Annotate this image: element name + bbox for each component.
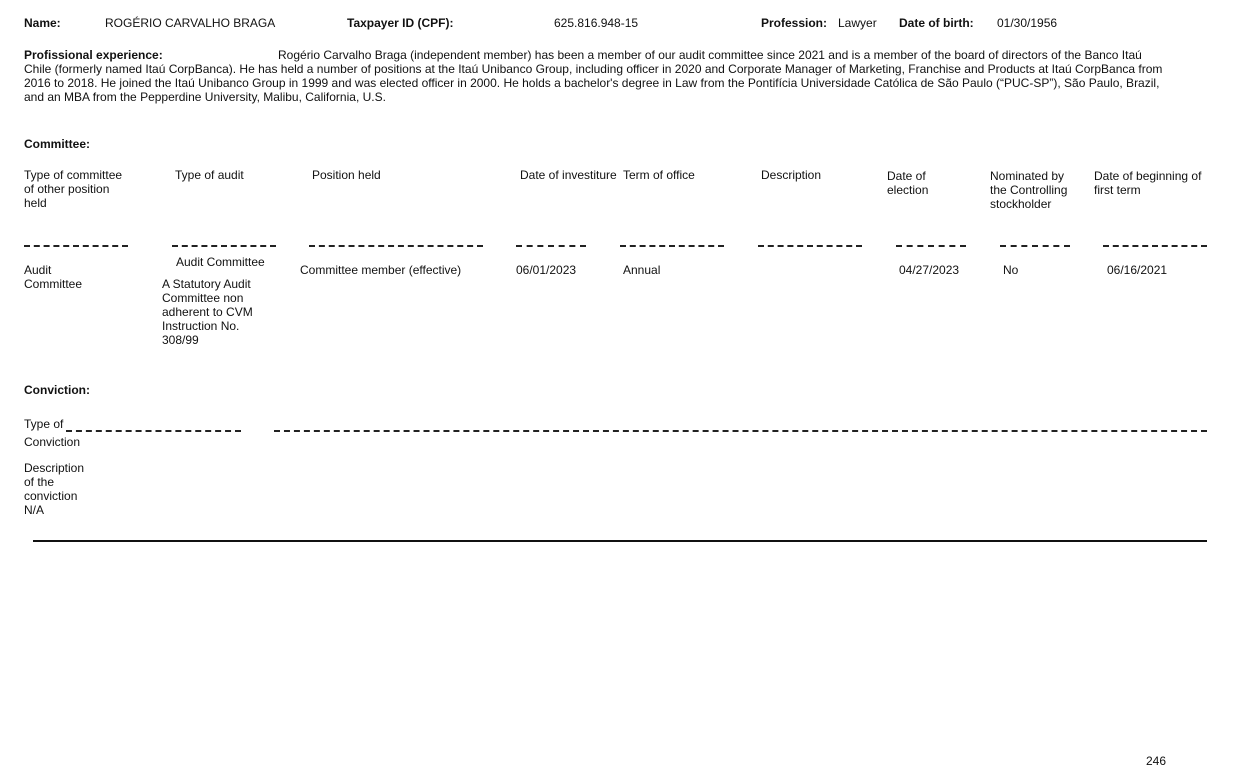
section-divider <box>33 540 1207 542</box>
name-value: ROGÉRIO CARVALHO BRAGA <box>105 16 276 30</box>
col-header-date-of-investiture: Date of investiture <box>520 168 617 182</box>
committee-title: Committee: <box>24 137 91 151</box>
col-header-type-of-committee: Type of committee of other position held <box>24 168 123 210</box>
col-header-nominated-by: Nominated by the Controlling stockholder <box>990 169 1068 211</box>
profession-value: Lawyer <box>838 16 877 30</box>
column-divider <box>896 245 966 247</box>
column-divider <box>1103 245 1207 247</box>
col-header-date-first-term: Date of beginning of first term <box>1094 169 1202 197</box>
cell-date-of-investiture: 06/01/2023 <box>516 263 577 277</box>
col-header-type-of-audit: Type of audit <box>175 168 244 182</box>
column-divider <box>1000 245 1070 247</box>
experience-line: Chile (formerly named Itaú CorpBanca). H… <box>24 62 1163 76</box>
dob-label: Date of birth: <box>899 16 974 30</box>
conviction-description-label: Description of the conviction <box>24 461 85 503</box>
cell-date-first-term: 06/16/2021 <box>1107 263 1168 277</box>
cell-nominated-by: No <box>1003 263 1019 277</box>
column-divider <box>620 245 724 247</box>
col-header-position-held: Position held <box>312 168 381 182</box>
conviction-line <box>274 430 1207 432</box>
name-label: Name: <box>24 16 61 30</box>
cell-term-of-office: Annual <box>623 263 661 277</box>
conviction-description-value: N/A <box>24 503 45 517</box>
experience-line: 2016 to 2018. He joined the Itaú Unibanc… <box>24 76 1160 90</box>
experience-line: Rogério Carvalho Braga (independent memb… <box>278 48 1142 62</box>
experience-line: and an MBA from the Pepperdine Universit… <box>24 90 386 104</box>
profession-label: Profession: <box>761 16 828 30</box>
cell-position-held: Committee member (effective) <box>300 263 462 277</box>
cell-date-of-election: 04/27/2023 <box>899 263 960 277</box>
column-divider <box>758 245 862 247</box>
experience-label: Profissional experience: <box>24 48 163 62</box>
cell-type-of-audit: Audit Committee <box>176 255 265 269</box>
col-header-description: Description <box>761 168 822 182</box>
conviction-type-label: Type of Conviction <box>24 417 81 449</box>
column-divider <box>24 245 128 247</box>
column-divider <box>516 245 586 247</box>
conviction-type-line <box>66 430 241 432</box>
column-divider <box>309 245 483 247</box>
column-divider <box>172 245 276 247</box>
experience-text: Rogério Carvalho Braga (independent memb… <box>24 48 1162 104</box>
col-header-date-of-election: Date of election <box>887 169 929 197</box>
taxpayer-label: Taxpayer ID (CPF): <box>347 16 454 30</box>
page-number: 246 <box>1146 754 1167 768</box>
cell-type-of-audit-detail: A Statutory Audit Committee non adherent… <box>162 277 253 347</box>
taxpayer-value: 625.816.948-15 <box>554 16 639 30</box>
cell-type-of-committee: Audit Committee <box>24 263 83 291</box>
conviction-title: Conviction: <box>24 383 90 397</box>
dob-value: 01/30/1956 <box>997 16 1058 30</box>
col-header-term-of-office: Term of office <box>623 168 695 182</box>
